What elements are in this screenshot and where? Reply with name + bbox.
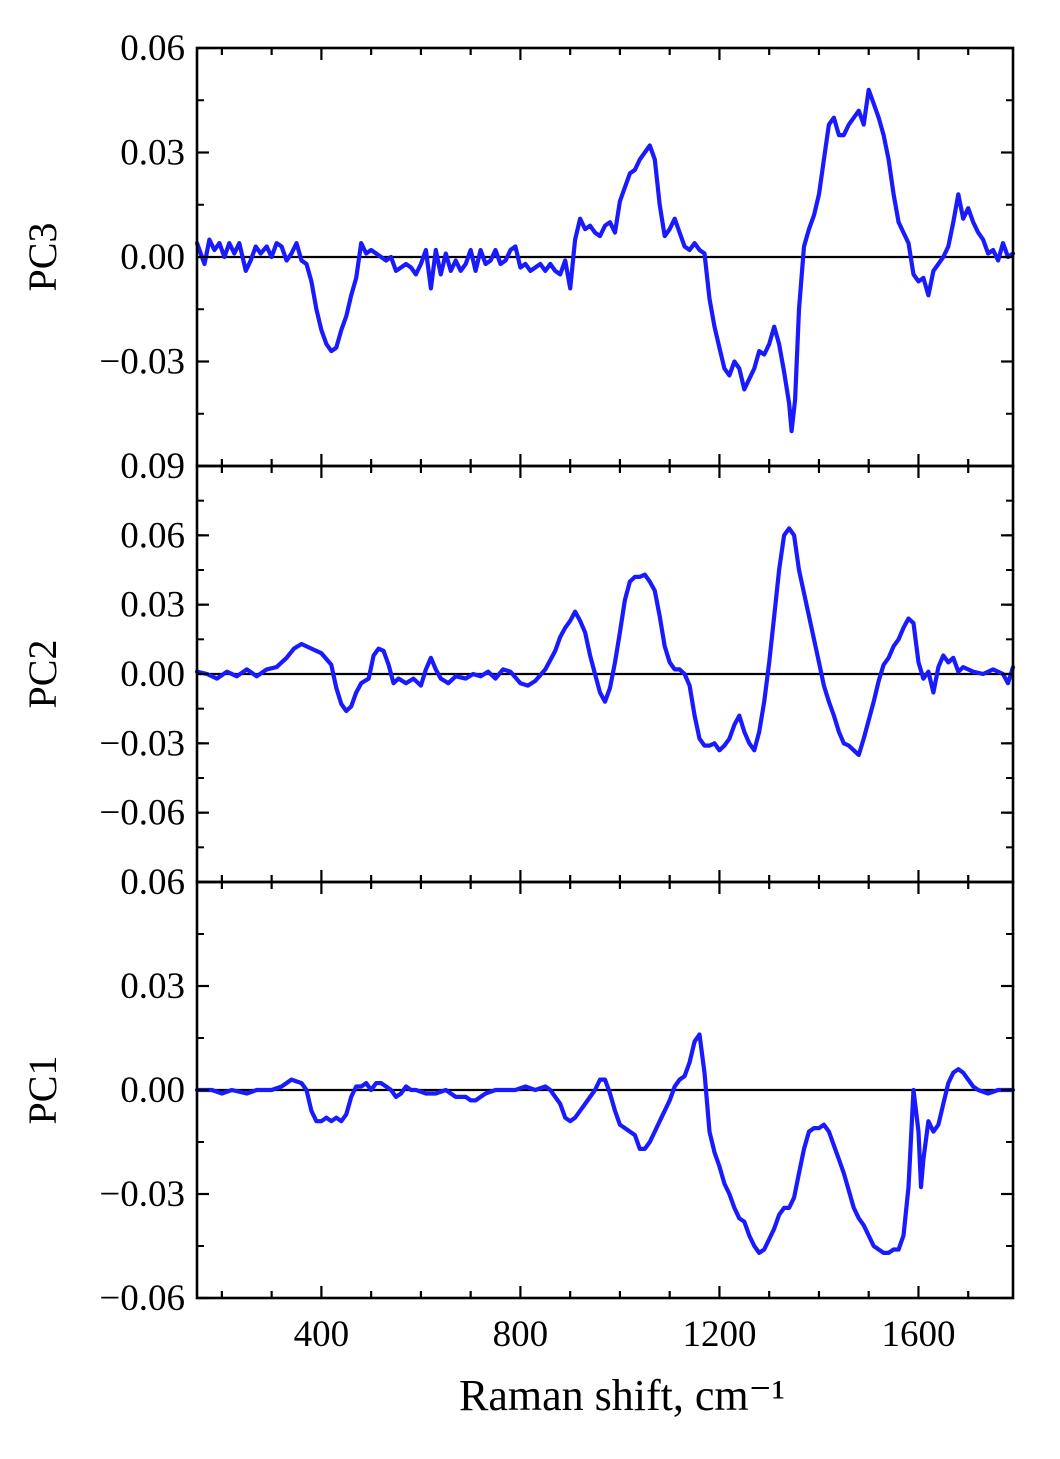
series-line-top xyxy=(194,87,1016,434)
y-tick-label: 0.06 xyxy=(120,515,185,556)
y-tick-label: 0.06 xyxy=(120,28,185,69)
panels: 0.06 0.03 0.00 −0.03 0.09 PC3 0.06 0.03 0.00 −0.0… xyxy=(20,28,1016,1355)
y-tick-label: 0.00 xyxy=(120,1070,185,1111)
y-tick-label: −0.03 xyxy=(99,723,185,764)
y-tick-label: −0.03 xyxy=(99,1174,185,1215)
y-tick-label: 0.03 xyxy=(120,133,185,174)
y-tick-label: 0.03 xyxy=(120,966,185,1007)
y-axis-title-middle: PC2 xyxy=(20,640,65,709)
y-tick-label: 0.06 xyxy=(120,862,185,903)
panel-middle: 0.06 0.03 0.00 −0.03 −0.06 PC2 xyxy=(20,464,1016,884)
x-axis-title: Raman shift, cm⁻¹ xyxy=(459,1371,785,1420)
panel-top: 0.06 0.03 0.00 −0.03 0.09 PC3 xyxy=(20,28,1016,487)
y-tick-label: 0.00 xyxy=(120,654,185,695)
panel-bottom: 0.06 0.03 0.00 −0.03 −0.06 400 800 1200 1600 PC1 xyxy=(20,862,1016,1355)
y-tick-label: 0.09 xyxy=(120,446,185,487)
x-tick-label: 400 xyxy=(294,1314,350,1355)
y-tick-label: −0.06 xyxy=(99,1278,185,1319)
y-tick-label: 0.03 xyxy=(120,585,185,626)
series-line-middle xyxy=(194,526,1016,757)
y-tick-label: −0.03 xyxy=(99,342,185,383)
y-axis-title-bottom: PC1 xyxy=(20,1056,65,1125)
y-tick-label: 0.00 xyxy=(120,237,185,278)
y-tick-label: −0.06 xyxy=(99,793,185,834)
y-axis-title-top: PC3 xyxy=(20,223,65,292)
x-tick-label: 1600 xyxy=(881,1314,955,1355)
x-tick-label: 800 xyxy=(493,1314,549,1355)
series-line-bottom xyxy=(194,1032,1016,1255)
x-tick-label: 1200 xyxy=(682,1314,756,1355)
